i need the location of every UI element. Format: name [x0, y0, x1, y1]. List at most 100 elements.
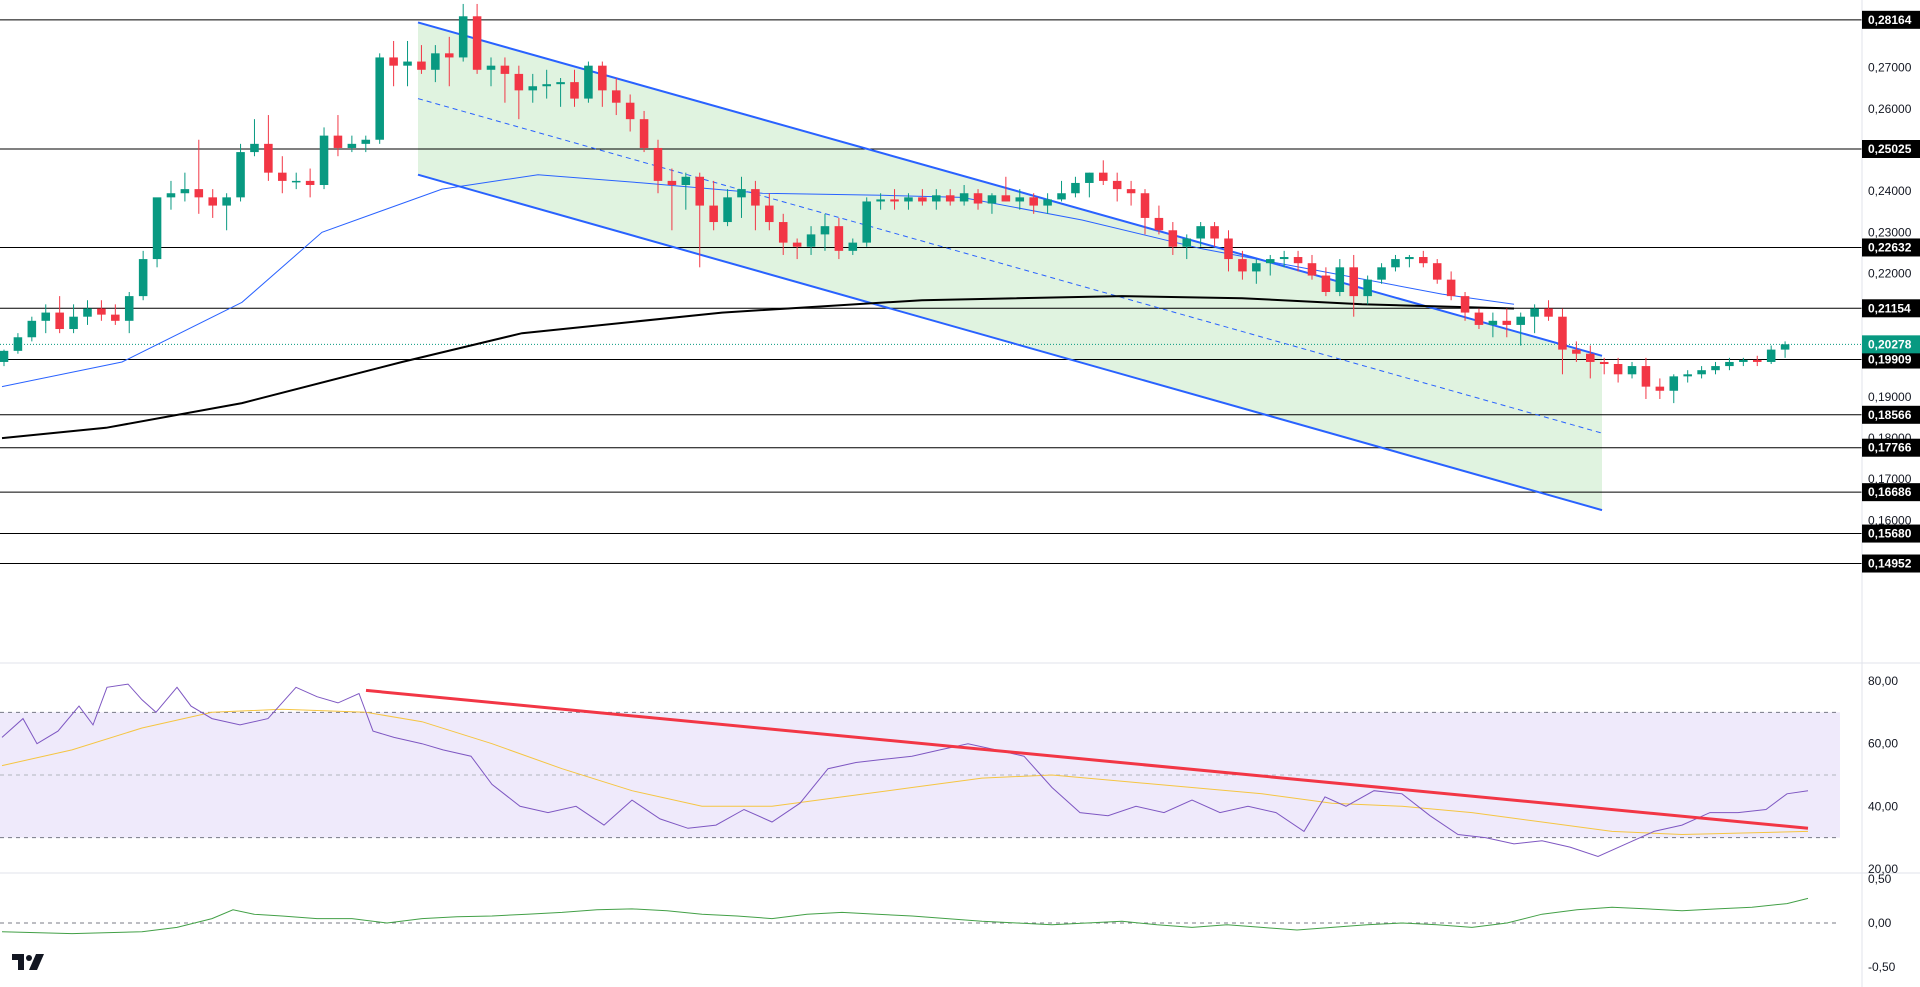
- candle-body: [1265, 259, 1275, 264]
- candle: [1641, 357, 1651, 399]
- candle: [347, 135, 357, 153]
- candle-body: [820, 226, 830, 235]
- candle-body: [625, 102, 635, 120]
- candle: [848, 238, 858, 255]
- candle-body: [500, 65, 510, 74]
- candle: [918, 189, 927, 206]
- candle: [792, 238, 802, 260]
- candle-body: [1683, 374, 1692, 377]
- candle: [305, 168, 315, 198]
- level-tag-label: 0,16686: [1868, 485, 1912, 499]
- candle-body: [1558, 316, 1567, 350]
- last-price-label: 0,20278: [1868, 337, 1912, 351]
- candle-body: [1474, 312, 1484, 325]
- candle-body: [1488, 320, 1498, 325]
- candle: [1377, 263, 1386, 284]
- candle-body: [1321, 275, 1331, 292]
- candle: [1572, 341, 1581, 362]
- candle-body: [1196, 226, 1205, 239]
- candle: [1391, 254, 1400, 272]
- candle-body: [472, 16, 482, 70]
- candle: [1071, 176, 1080, 198]
- candle-body: [291, 180, 301, 183]
- level-tag-label: 0,18566: [1868, 408, 1912, 422]
- price-axis[interactable]: 0,27000 0,26000 0,24000 0,23000 0,22000 0,190…: [1861, 0, 1920, 987]
- candle: [1029, 193, 1038, 214]
- candle-body: [1780, 344, 1790, 350]
- candle: [111, 304, 120, 325]
- candle-body: [13, 337, 23, 351]
- candle-body: [486, 65, 496, 70]
- candle: [1252, 259, 1261, 284]
- level-tag: [1862, 483, 1920, 502]
- candle-body: [111, 314, 120, 321]
- candle: [542, 69, 551, 99]
- tradingview-logo-icon[interactable]: [10, 950, 46, 974]
- candle-body: [1293, 257, 1303, 264]
- candle-body: [264, 143, 273, 173]
- candle: [1627, 361, 1637, 379]
- candle-body: [806, 234, 816, 247]
- candle: [264, 115, 273, 181]
- candle-body: [1432, 263, 1442, 280]
- candle-body: [1419, 257, 1428, 264]
- candle: [1349, 254, 1359, 317]
- candle-body: [862, 201, 871, 243]
- channel-mid-line: [417, 98, 1603, 434]
- candle-body: [0, 350, 9, 362]
- candle-body: [1238, 259, 1247, 272]
- level-tag-label: 0,19909: [1868, 353, 1912, 367]
- candle-body: [138, 259, 148, 297]
- candle-body: [570, 82, 579, 99]
- candle-body: [1599, 361, 1609, 365]
- candle-body: [180, 189, 190, 194]
- candle: [319, 127, 329, 190]
- candle-body: [347, 143, 357, 148]
- candle: [945, 189, 955, 206]
- candle-body: [1029, 197, 1038, 206]
- candle-body: [709, 205, 718, 223]
- candle-body: [987, 195, 997, 204]
- candle: [1405, 254, 1414, 268]
- candle-body: [765, 205, 774, 223]
- price-panel[interactable]: [0, 3, 1862, 565]
- candle: [69, 304, 78, 334]
- level-tag: [1862, 238, 1920, 257]
- candle-body: [431, 53, 440, 70]
- candle-body: [1544, 308, 1553, 317]
- candle-body: [1210, 226, 1219, 239]
- candle: [667, 168, 677, 231]
- candle: [959, 185, 969, 206]
- candle: [1043, 193, 1052, 214]
- candle: [152, 197, 162, 268]
- candle-body: [1446, 279, 1456, 297]
- candle-body: [1711, 366, 1720, 371]
- rsi-tick-label: 20,00: [1868, 862, 1898, 876]
- candle-body: [959, 193, 969, 202]
- candle-body: [584, 65, 593, 99]
- candle-body: [417, 61, 426, 70]
- level-tag-label: 0,14952: [1868, 557, 1912, 571]
- rsi-panel[interactable]: [0, 683, 1920, 874]
- candle-body: [1279, 257, 1289, 260]
- candle: [806, 226, 816, 255]
- candle-body: [556, 82, 565, 85]
- candle: [1669, 374, 1679, 404]
- candle: [625, 94, 635, 132]
- candle: [723, 189, 732, 227]
- oscillator-panel[interactable]: [0, 662, 1920, 935]
- candle: [751, 180, 760, 231]
- price-tick-label: 0,23000: [1868, 225, 1912, 239]
- level-tag-label: 0,17766: [1868, 441, 1912, 455]
- candle: [27, 316, 37, 342]
- candle: [1599, 357, 1609, 375]
- candle-body: [403, 61, 412, 66]
- candle-body: [848, 242, 858, 251]
- candle-body: [653, 147, 663, 181]
- candle: [1140, 189, 1150, 235]
- price-tick-label: 0,26000: [1868, 102, 1912, 116]
- candle: [1586, 345, 1595, 379]
- candle: [194, 139, 204, 214]
- candle: [1446, 271, 1456, 301]
